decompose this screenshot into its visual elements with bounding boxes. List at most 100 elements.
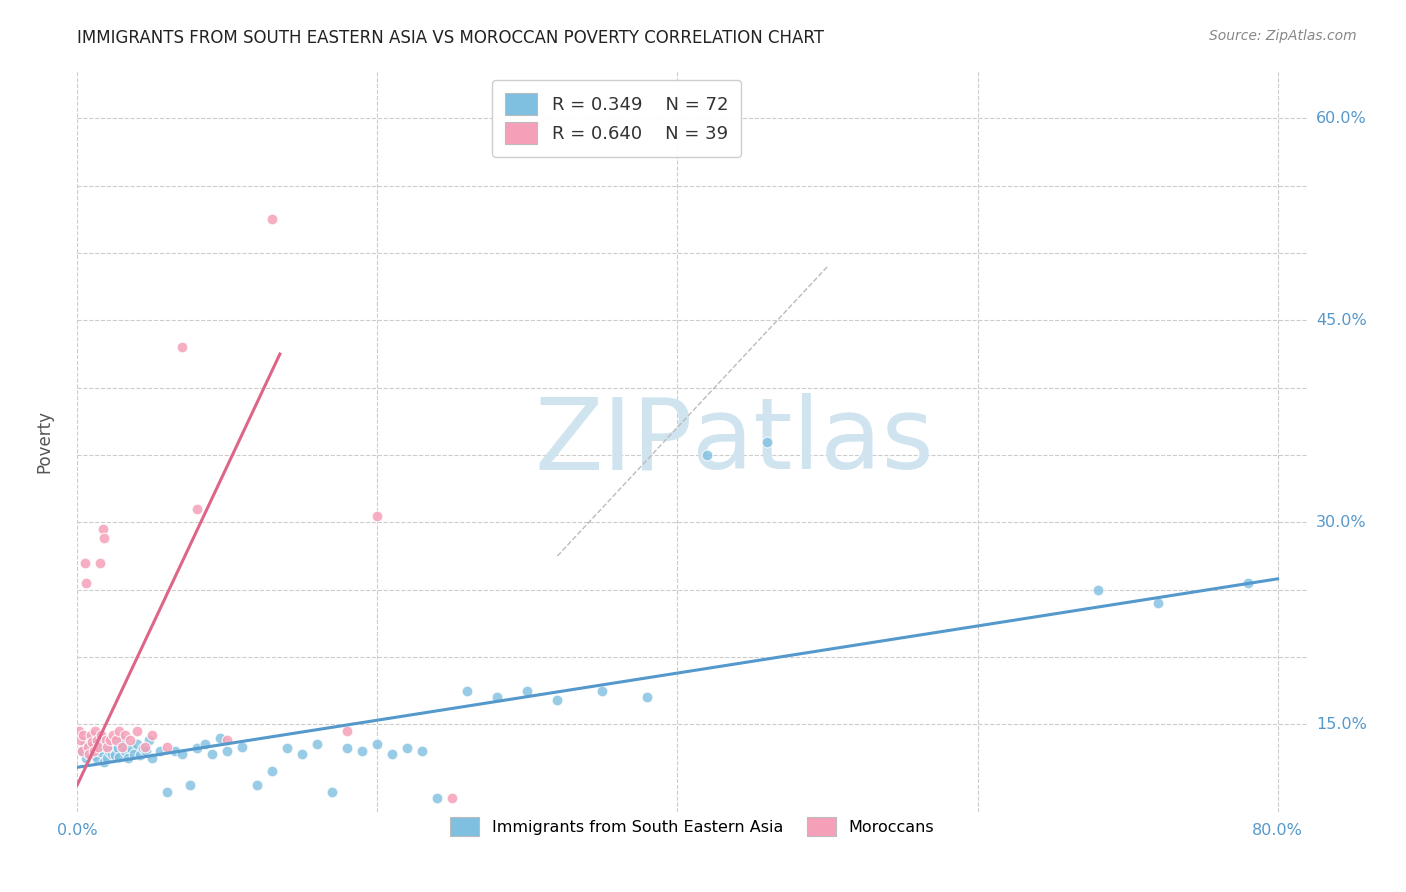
Point <box>82 740 104 755</box>
Point <box>75 751 97 765</box>
Text: Source: ZipAtlas.com: Source: ZipAtlas.com <box>1209 29 1357 43</box>
Point <box>208 731 231 745</box>
Point <box>69 733 91 747</box>
Point <box>93 755 115 769</box>
Point <box>118 733 141 747</box>
Point <box>246 778 269 792</box>
Point <box>307 738 329 752</box>
Point <box>149 744 172 758</box>
Point <box>73 738 96 752</box>
Point <box>103 740 125 755</box>
Point <box>91 739 114 753</box>
Point <box>91 522 114 536</box>
Text: 15.0%: 15.0% <box>1316 717 1367 731</box>
Point <box>276 741 298 756</box>
Point <box>67 723 90 738</box>
Point <box>70 744 93 758</box>
Point <box>141 728 163 742</box>
Point <box>107 741 129 756</box>
Point <box>70 744 93 758</box>
Point <box>127 738 149 752</box>
Point <box>352 744 374 758</box>
Point <box>101 747 124 761</box>
Text: IMMIGRANTS FROM SOUTH EASTERN ASIA VS MOROCCAN POVERTY CORRELATION CHART: IMMIGRANTS FROM SOUTH EASTERN ASIA VS MO… <box>77 29 824 46</box>
Point <box>186 501 208 516</box>
Point <box>172 340 194 354</box>
Point <box>105 731 128 745</box>
Point <box>104 748 127 763</box>
Text: 60.0%: 60.0% <box>1316 111 1367 126</box>
Point <box>110 733 132 747</box>
Point <box>291 747 314 761</box>
Point <box>96 751 118 765</box>
Point <box>105 733 128 747</box>
Point <box>83 744 105 758</box>
Point <box>546 693 568 707</box>
Point <box>86 751 108 765</box>
Point <box>411 744 433 758</box>
Point <box>1236 575 1258 590</box>
Point <box>80 728 103 742</box>
Point <box>96 740 118 755</box>
Point <box>108 749 131 764</box>
Point <box>87 740 110 755</box>
Legend: Immigrants from South Eastern Asia, Moroccans: Immigrants from South Eastern Asia, Moro… <box>443 809 942 845</box>
Point <box>231 740 253 755</box>
Text: ZIP: ZIP <box>534 393 693 490</box>
Point <box>80 731 103 745</box>
Point <box>94 733 117 747</box>
Point <box>186 741 208 756</box>
Point <box>132 741 155 756</box>
Point <box>82 735 104 749</box>
Point <box>87 743 110 757</box>
Point <box>1087 582 1109 597</box>
Point <box>201 747 224 761</box>
Point <box>141 751 163 765</box>
Point <box>756 434 779 449</box>
Point <box>179 778 201 792</box>
Point <box>156 784 179 798</box>
Point <box>98 738 121 752</box>
Point <box>366 738 388 752</box>
Point <box>516 683 538 698</box>
Point <box>111 740 134 755</box>
Point <box>194 738 217 752</box>
Point <box>1146 596 1168 610</box>
Point <box>120 741 142 756</box>
Point <box>72 728 94 742</box>
Point <box>114 728 136 742</box>
Point <box>696 448 718 462</box>
Point <box>108 723 131 738</box>
Point <box>84 733 107 747</box>
Point <box>79 747 101 761</box>
Text: 30.0%: 30.0% <box>1316 515 1367 530</box>
Point <box>321 784 343 798</box>
Point <box>426 791 449 805</box>
Point <box>98 733 121 747</box>
Text: 45.0%: 45.0% <box>1316 313 1367 328</box>
Point <box>636 690 658 705</box>
Point <box>262 764 284 779</box>
Point <box>456 683 478 698</box>
Point <box>89 736 111 750</box>
Point <box>97 744 120 758</box>
Point <box>366 508 388 523</box>
Point <box>75 575 97 590</box>
Point <box>336 741 359 756</box>
Point <box>94 733 117 747</box>
Y-axis label: Poverty: Poverty <box>35 410 53 473</box>
Point <box>124 747 146 761</box>
Point <box>336 723 359 738</box>
Text: 80.0%: 80.0% <box>1253 822 1303 838</box>
Point <box>138 733 160 747</box>
Text: atlas: atlas <box>693 393 934 490</box>
Point <box>172 747 194 761</box>
Point <box>111 738 134 752</box>
Point <box>156 740 179 755</box>
Point <box>90 746 112 760</box>
Point <box>90 728 112 742</box>
Point <box>86 733 108 747</box>
Point <box>129 748 152 763</box>
Point <box>127 723 149 738</box>
Point <box>591 683 613 698</box>
